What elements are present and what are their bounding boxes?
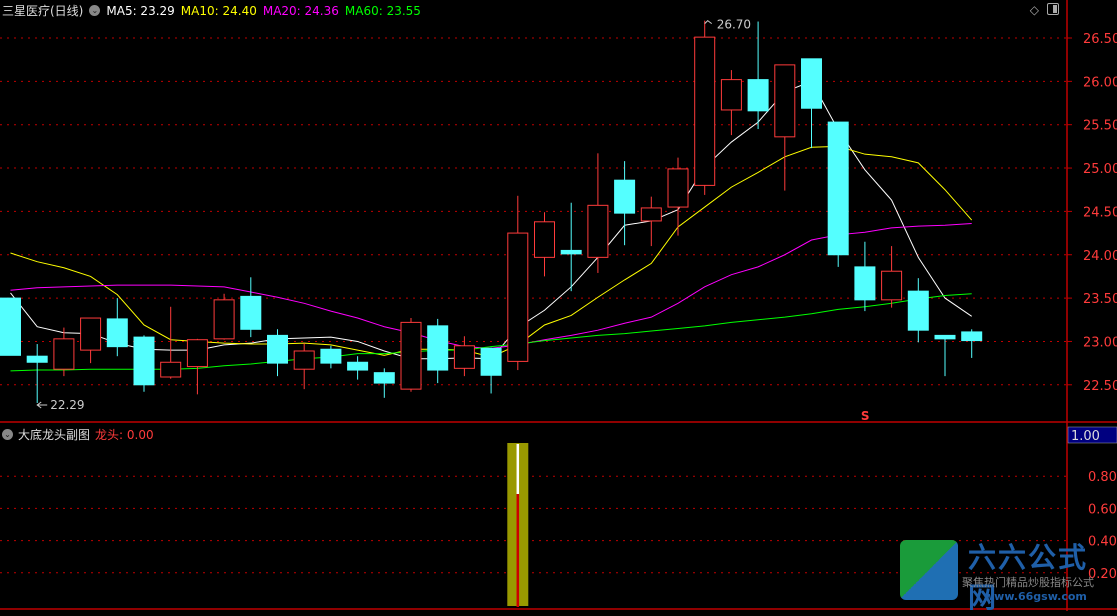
sub-settings-circle-icon[interactable]: ⌄ [2,429,13,440]
sub-title: 大底龙头副图 [18,428,91,442]
candle-down [614,179,636,214]
candle-down [240,295,262,330]
candle-down [854,266,876,301]
ma5-label: MA5: 23.29 [106,3,175,18]
candle-up [881,270,903,301]
low-arrow-icon [36,401,48,409]
sub-tick-label: 0.60 [1088,502,1117,517]
candle-down [26,355,48,363]
candle-up [453,345,475,369]
candle-up [667,168,689,208]
candle-down [560,249,582,255]
candle-up [640,207,662,222]
low-price-label: 22.29 [50,398,84,412]
candle-up [213,299,235,340]
candle-up [53,338,75,370]
ma-line-ma5 [10,80,972,360]
logo-slogan: 聚焦热门精品炒股指标公式 [962,576,1094,589]
ma10-label: MA10: 24.40 [180,3,257,18]
sub-tick-label: 0.20 [1088,567,1117,582]
stock-title: 三星医疗(日线) [2,4,84,18]
ma60-label: MA60: 23.55 [344,3,421,18]
sub-series: 龙头: 0.00 [95,426,154,443]
price-tick-label: 25.50 [1083,119,1117,134]
main-legend: 三星医疗(日线) ⌄ MA5: 23.29 MA10: 24.40 MA20: … [2,2,421,19]
candle-up [400,321,422,390]
candle-up [774,64,796,138]
sub-tick-label: 0.40 [1088,535,1117,550]
ma-line-ma10 [10,145,973,358]
window-layout-icon[interactable] [1047,3,1059,15]
watermark-logo: 六六公式网 聚焦热门精品炒股指标公式 www.66gsw.com [900,540,1110,614]
candle-up [534,221,555,258]
ma-line-ma20 [10,223,972,349]
diamond-icon[interactable]: ◇ [1029,3,1039,17]
candle-down [133,336,155,386]
candle-up [587,204,609,258]
candle-down [934,334,956,340]
candle-down [827,121,849,256]
price-tick-label: 22.50 [1083,379,1117,394]
price-tick-label: 23.50 [1083,292,1117,307]
candle-down [801,58,822,109]
candle-down [961,331,983,342]
candle-up [507,232,529,362]
high-price-label: 26.70 [717,18,751,32]
candle-up [720,79,742,111]
candle-up [293,350,315,370]
ma20-label: MA20: 24.36 [262,3,339,18]
candle-down [320,348,342,364]
candle-up [160,361,182,378]
candle-down [106,318,128,348]
candle-down [347,361,369,371]
candle-down [427,325,449,371]
logo-pulse-icon [900,540,958,600]
candle-up [80,317,102,351]
price-tick-label: 24.50 [1083,205,1117,220]
sub-tick-label: 0.80 [1088,470,1117,485]
highlight-value-box [1067,426,1117,444]
high-arrow-icon [704,19,712,25]
sub-legend: ⌄ 大底龙头副图 龙头: 0.00 [2,426,154,443]
signal-marker: S [861,409,870,423]
price-tick-label: 26.50 [1083,32,1117,47]
highlight-value: 1.00 [1071,429,1100,444]
price-tick-label: 26.00 [1083,75,1117,90]
price-tick-label: 23.00 [1083,335,1117,350]
candle-up [186,339,208,368]
logo-url: www.66gsw.com [984,590,1087,603]
candle-down [267,334,288,364]
settings-circle-icon[interactable]: ⌄ [89,5,101,16]
price-tick-label: 25.00 [1083,162,1117,177]
sub-series-value: : 0.00 [119,428,154,442]
candle-down [0,297,21,356]
top-right-icons: ◇ [1030,3,1059,17]
candle-down [480,347,502,376]
candle-down [747,79,769,112]
candle-down [907,290,929,331]
price-tick-label: 24.00 [1083,249,1117,264]
logo-name: 六六公式网 [968,541,1089,614]
candle-down [373,372,395,384]
candle-up [694,36,716,186]
sub-series-label: 龙头 [95,428,120,442]
